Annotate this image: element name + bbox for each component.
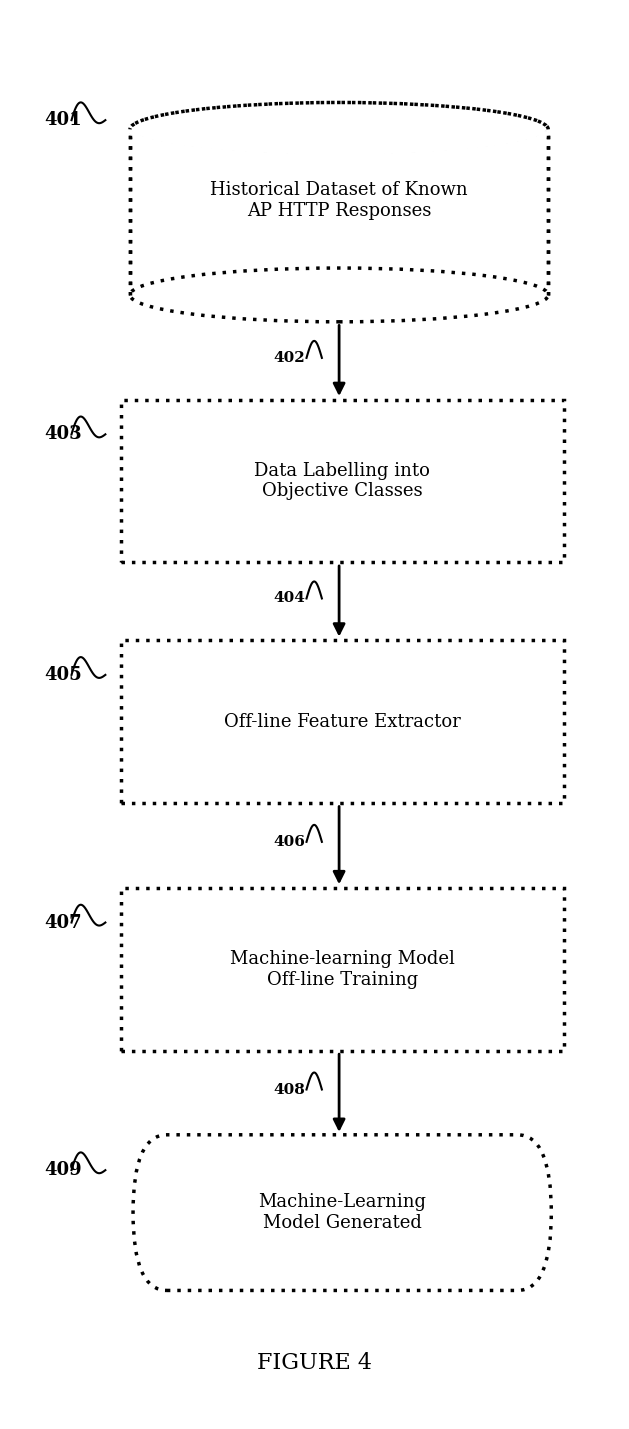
Bar (121, 640, 564, 803)
Text: 406: 406 (274, 835, 305, 849)
Ellipse shape (130, 269, 548, 322)
Text: 402: 402 (274, 352, 305, 364)
Text: 408: 408 (274, 1083, 305, 1096)
Text: 404: 404 (274, 592, 305, 606)
Text: Off-line Feature Extractor: Off-line Feature Extractor (224, 713, 460, 730)
Text: 407: 407 (44, 913, 82, 932)
Text: FIGURE 4: FIGURE 4 (257, 1352, 372, 1373)
Ellipse shape (130, 103, 548, 156)
Bar (121, 887, 564, 1050)
Text: 403: 403 (44, 426, 82, 443)
Text: 409: 409 (44, 1162, 82, 1179)
Bar (121, 400, 564, 563)
Text: Historical Dataset of Known
AP HTTP Responses: Historical Dataset of Known AP HTTP Resp… (210, 181, 468, 220)
Text: 401: 401 (44, 111, 82, 129)
Text: Data Labelling into
Objective Classes: Data Labelling into Objective Classes (254, 462, 430, 500)
Text: Machine-learning Model
Off-line Training: Machine-learning Model Off-line Training (230, 950, 455, 989)
Text: 405: 405 (44, 666, 82, 684)
Bar (130, 130, 548, 294)
FancyBboxPatch shape (133, 1135, 551, 1290)
Text: Machine-Learning
Model Generated: Machine-Learning Model Generated (258, 1193, 426, 1232)
